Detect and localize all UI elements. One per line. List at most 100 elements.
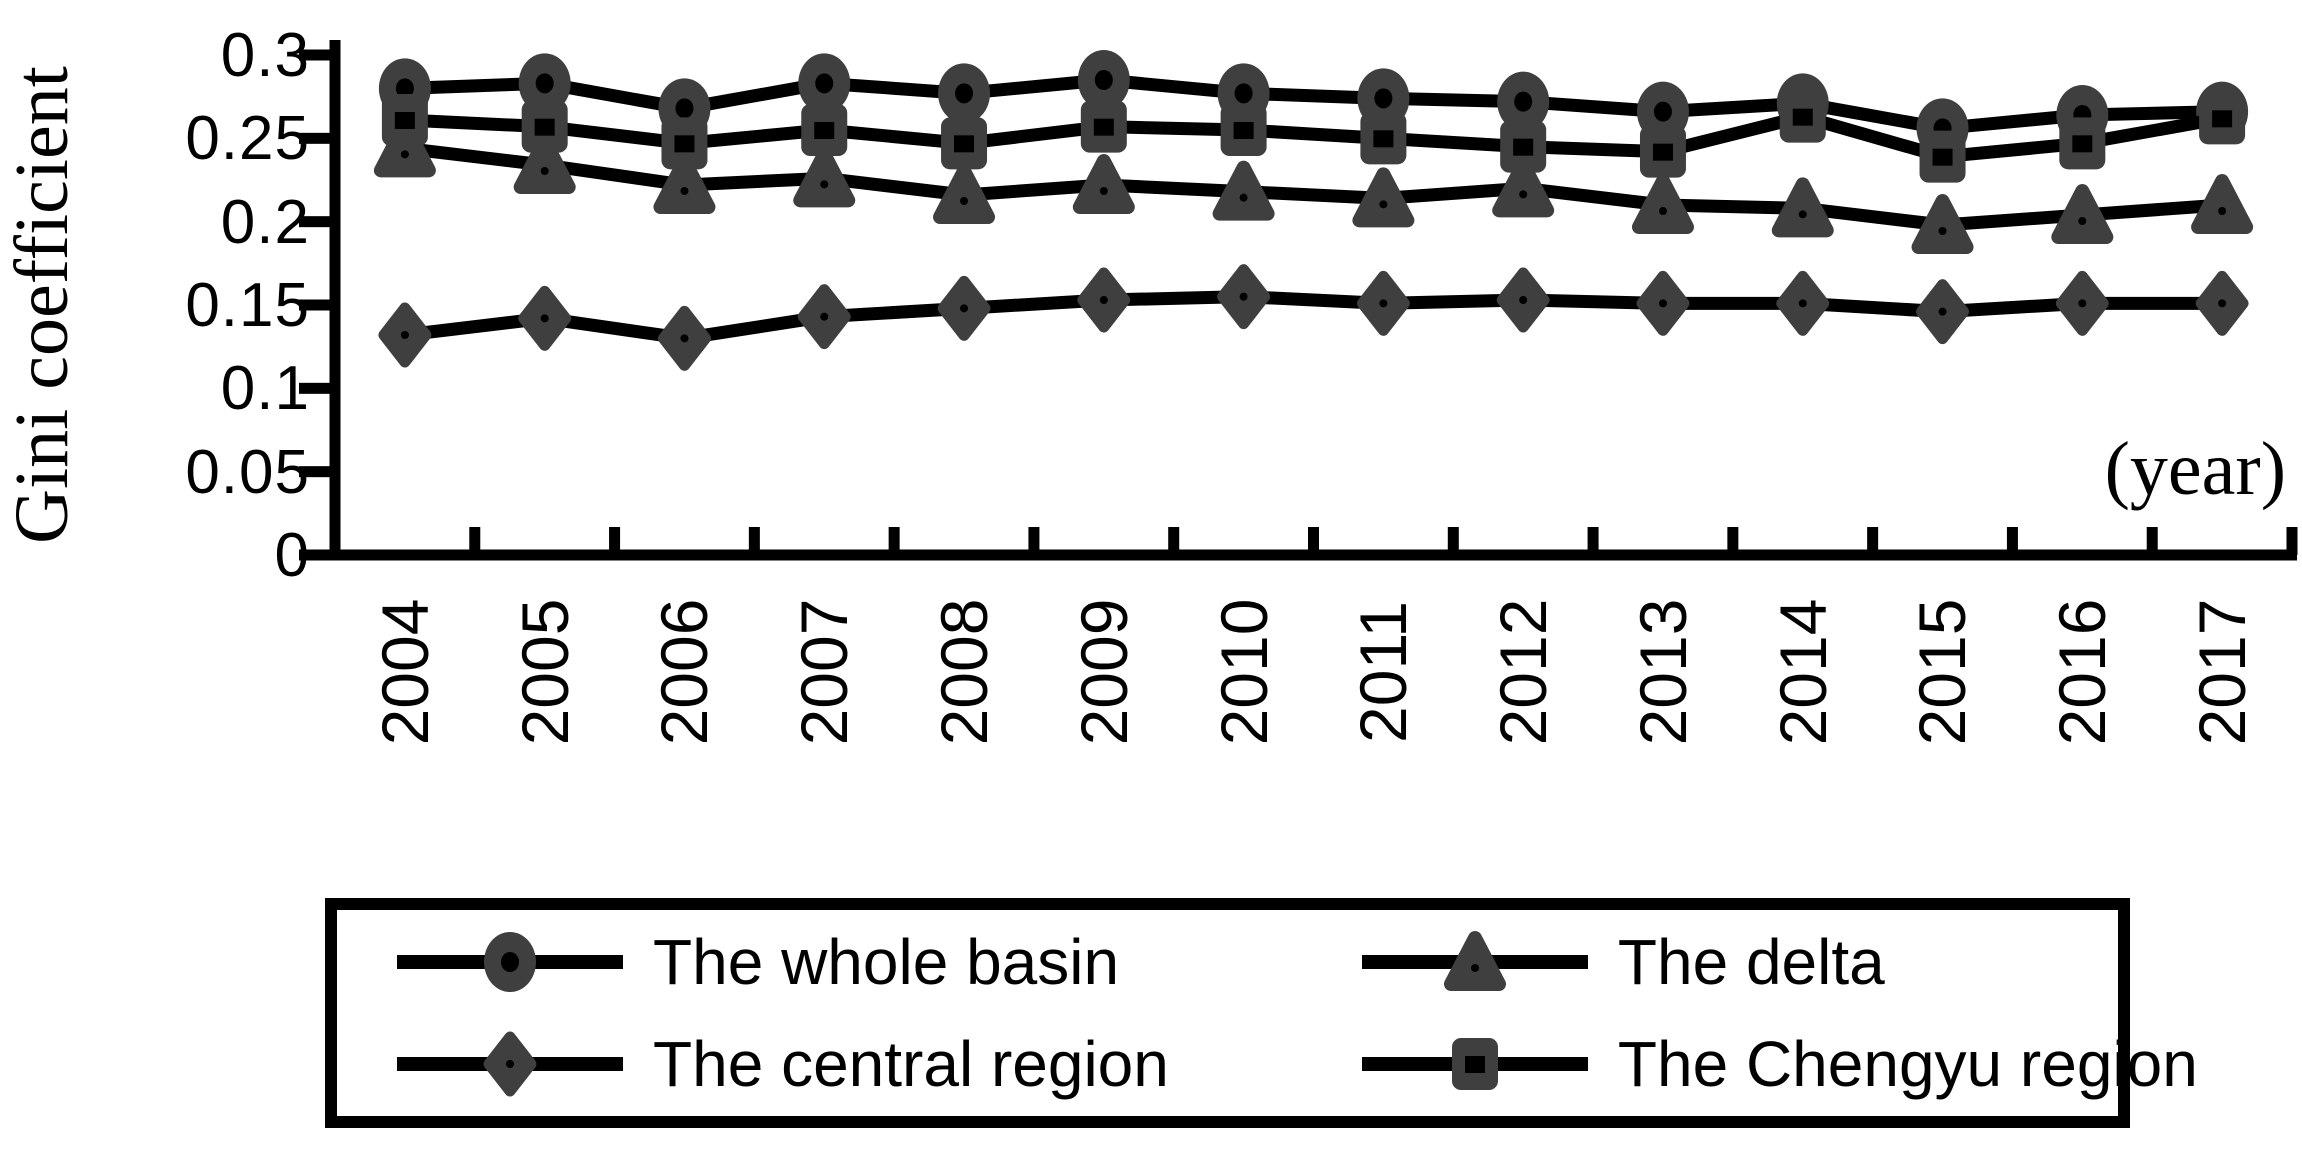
- square-marker-icon: [521, 100, 568, 153]
- legend-marker-diamond-icon: [397, 1031, 623, 1097]
- x-tick-label: 2013: [1625, 598, 1700, 746]
- y-tick-mark: [299, 466, 335, 478]
- y-tick-mark: [299, 132, 335, 144]
- legend-item: The delta: [1360, 912, 2118, 1012]
- triangle-marker-icon: [513, 134, 576, 194]
- triangle-marker-icon: [793, 147, 856, 208]
- x-tick-label: 2004: [367, 598, 442, 746]
- x-tick-mark: [469, 527, 481, 555]
- y-tick-mark: [299, 299, 335, 311]
- square-marker-icon: [1919, 130, 1966, 183]
- legend-label: The central region: [653, 1028, 1169, 1100]
- x-tick-label: 2017: [2185, 598, 2260, 746]
- square-marker-icon: [381, 94, 428, 146]
- x-tick-mark: [1727, 527, 1739, 555]
- x-tick-label: 2005: [507, 598, 582, 746]
- series-the-chengyu-region: [381, 90, 2246, 183]
- circle-marker-icon: [1497, 71, 1550, 132]
- x-tick-cell: 2006: [615, 572, 755, 772]
- series-line-the-chengyu-region: [398, 110, 2229, 164]
- x-tick-label: 2009: [1066, 598, 1141, 746]
- triangle-marker-icon: [653, 154, 716, 214]
- x-tick-cell: 2011: [1313, 572, 1453, 772]
- circle-marker-icon: [938, 63, 991, 124]
- x-tick-cell: 2014: [1733, 572, 1873, 772]
- y-tick-mark: [299, 49, 335, 61]
- diamond-marker-icon: [1356, 270, 1410, 336]
- square-marker-icon: [1220, 104, 1267, 156]
- x-tick-label: 2007: [787, 598, 862, 746]
- diamond-marker-icon: [518, 285, 572, 351]
- x-tick-cell: 2009: [1034, 572, 1174, 772]
- series-the-delta: [373, 117, 2254, 254]
- diamond-marker-icon: [1496, 267, 1550, 333]
- x-tick-cell: 2015: [1873, 572, 2013, 772]
- x-axis-labels: 2004 2005 2006 2007 2008 2009 2010 2011 …: [335, 572, 2292, 772]
- x-tick-mark: [2286, 527, 2298, 555]
- x-tick-label: 2014: [1765, 598, 1840, 746]
- triangle-marker-icon: [1771, 177, 1834, 238]
- legend-item: The Chengyu region: [1360, 1014, 2198, 1114]
- square-marker-icon: [1639, 125, 1686, 178]
- diamond-marker-icon: [1077, 267, 1131, 333]
- triangle-marker-icon: [1911, 194, 1974, 254]
- x-tick-label: 2008: [927, 598, 1002, 746]
- circle-marker-icon: [484, 932, 536, 992]
- circle-marker-icon: [518, 53, 571, 114]
- square-marker-icon: [1360, 112, 1407, 165]
- circle-marker-icon: [798, 53, 851, 114]
- triangle-marker-icon: [1443, 931, 1506, 991]
- square-marker-icon: [1500, 120, 1547, 173]
- x-tick-cell: 2012: [1453, 572, 1593, 772]
- x-tick-label: 2010: [1206, 598, 1281, 746]
- diamond-marker-icon: [378, 302, 432, 368]
- x-tick-mark: [888, 527, 900, 555]
- x-tick-mark: [1168, 527, 1180, 555]
- triangle-marker-icon: [1212, 160, 1275, 221]
- y-tick-label: 0.15: [185, 271, 310, 340]
- triangle-marker-icon: [2191, 174, 2254, 234]
- square-marker-icon: [1451, 1038, 1498, 1090]
- x-tick-cell: 2005: [475, 572, 615, 772]
- diamond-marker-icon: [1636, 270, 1690, 336]
- square-marker-icon: [801, 104, 848, 156]
- triangle-marker-icon: [1072, 154, 1135, 214]
- diamond-marker-icon: [1217, 264, 1271, 330]
- series-the-central-region: [378, 264, 2249, 371]
- x-tick-cell: 2016: [2012, 572, 2152, 772]
- x-tick-label: 2011: [1346, 601, 1421, 743]
- y-tick-label: 0: [274, 521, 310, 590]
- x-tick-cell: 2013: [1593, 572, 1733, 772]
- x-tick-mark: [1867, 527, 1879, 555]
- y-tick-label: 0.25: [185, 104, 310, 173]
- square-marker-icon: [661, 117, 708, 170]
- x-tick-label: 2012: [1486, 598, 1561, 746]
- circle-marker-icon: [1077, 50, 1130, 110]
- legend-label: The delta: [1617, 926, 1885, 998]
- x-tick-cell: 2007: [754, 572, 894, 772]
- y-tick-label: 0.05: [185, 438, 310, 507]
- x-axis-unit: (year): [2104, 427, 2286, 511]
- legend-label: The Chengyu region: [1617, 1028, 2198, 1100]
- diamond-marker-icon: [937, 275, 991, 341]
- x-tick-mark: [1447, 527, 1459, 555]
- diamond-marker-icon: [797, 284, 851, 350]
- diamond-marker-icon: [2195, 270, 2249, 336]
- diamond-marker-icon: [483, 1031, 537, 1097]
- x-tick-cell: 2017: [2152, 572, 2292, 772]
- y-tick-label: 0.1: [220, 354, 310, 423]
- x-tick-cell: 2010: [1174, 572, 1314, 772]
- legend-item: The central region: [395, 1014, 1360, 1114]
- x-tick-cell: 2008: [894, 572, 1034, 772]
- x-tick-mark: [2146, 527, 2158, 555]
- x-tick-mark: [1028, 527, 1040, 555]
- square-marker-icon: [1779, 90, 1826, 143]
- x-tick-label: 2015: [1905, 598, 1980, 746]
- legend-marker-circle-icon: [397, 932, 623, 992]
- x-tick-mark: [609, 527, 621, 555]
- square-marker-icon: [1080, 100, 1127, 153]
- square-marker-icon: [941, 117, 988, 170]
- x-tick-label: 2006: [647, 598, 722, 746]
